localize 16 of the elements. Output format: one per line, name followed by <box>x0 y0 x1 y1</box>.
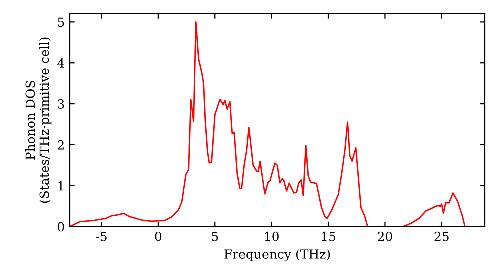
x-tick-label: 25 <box>434 232 449 242</box>
y-tick-label: 1 <box>58 181 64 191</box>
y-axis-title: Phonon DOS (States/THz·primitive cell) <box>26 38 52 204</box>
x-tick-label: 0 <box>155 232 162 242</box>
x-tick-label: 15 <box>322 232 336 242</box>
x-tick-label: 5 <box>212 232 218 242</box>
line-series <box>70 21 466 227</box>
x-axis-title: Frequency (THz) <box>224 249 330 262</box>
x-tick-label: 10 <box>265 232 279 242</box>
x-tick-label: -5 <box>96 232 107 242</box>
y-tick-label: 0 <box>58 222 64 232</box>
x-tick-label: 20 <box>378 232 392 242</box>
y-tick-label: 4 <box>58 58 65 68</box>
y-tick-label: 5 <box>58 18 64 28</box>
y-tick-label: 2 <box>58 140 64 150</box>
y-tick-label: 3 <box>58 100 64 109</box>
